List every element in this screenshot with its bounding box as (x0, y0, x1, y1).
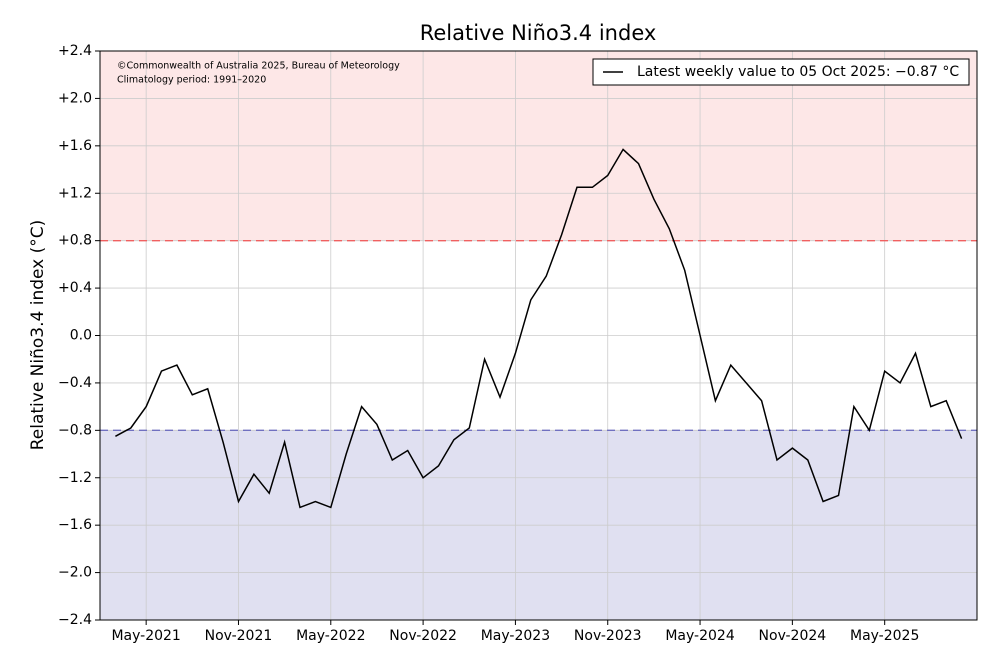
annotation: Climatology period: 1991–2020 (117, 75, 266, 86)
annotation: ©Commonwealth of Australia 2025, Bureau … (117, 61, 400, 72)
plot-frame (99, 50, 978, 621)
y-tick-label: −0.4 (58, 375, 92, 391)
y-tick-label: −1.2 (58, 470, 92, 486)
x-tick-label: May-2022 (296, 628, 365, 644)
y-tick-label: −0.8 (58, 422, 92, 438)
y-tick-label: +2.0 (58, 90, 92, 106)
legend: Latest weekly value to 05 Oct 2025: −0.8… (592, 58, 970, 86)
chart-title: Relative Niño3.4 index (420, 21, 657, 45)
y-tick-label: 0.0 (70, 328, 92, 344)
data-line (115, 148, 963, 509)
y-tick-label: +1.6 (58, 138, 92, 154)
x-tick-label: May-2023 (481, 628, 550, 644)
y-axis-label: Relative Niño3.4 index (°C) (28, 220, 48, 451)
y-tick-label: −1.6 (58, 517, 92, 533)
y-tick-label: +0.4 (58, 280, 92, 296)
legend-box (592, 58, 970, 86)
x-tick-label: May-2025 (850, 628, 919, 644)
x-tick-label: May-2021 (111, 628, 180, 644)
y-tick-label: −2.4 (58, 612, 92, 628)
x-tick-label: May-2024 (665, 628, 734, 644)
x-tick-label: Nov-2024 (759, 628, 827, 644)
y-tick-label: +0.8 (58, 233, 92, 249)
x-tick-label: Nov-2022 (389, 628, 457, 644)
y-tick-label: +2.4 (58, 43, 92, 59)
x-tick-label: Nov-2023 (574, 628, 642, 644)
y-tick-label: −2.0 (58, 565, 92, 581)
legend-label: Latest weekly value to 05 Oct 2025: −0.8… (637, 64, 959, 80)
x-tick-label: Nov-2021 (205, 628, 273, 644)
y-tick-label: +1.2 (58, 185, 92, 201)
